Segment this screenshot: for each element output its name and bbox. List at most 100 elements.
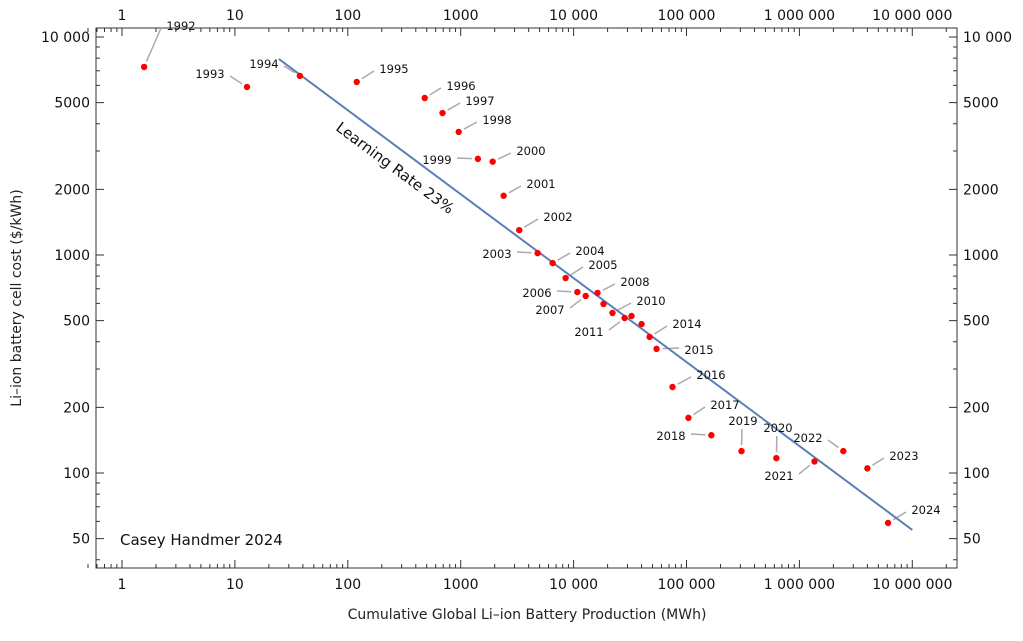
year-label-2024: 2024 [911,503,940,517]
leader-line-2011 [608,321,621,331]
year-label-2017: 2017 [710,398,739,412]
leader-line-1992 [145,27,162,62]
label-leaders [145,27,907,521]
data-point-2018 [708,432,715,439]
year-label-1995: 1995 [379,62,408,76]
y-tick-label-right: 10 000 [963,30,1012,46]
x-tick-label: 100 [334,577,361,593]
leader-line-2003 [516,251,532,254]
x-tick-label-top: 1 000 000 [764,8,835,24]
y-tick-label: 1000 [54,248,90,264]
data-point-2007 [582,292,589,300]
leader-line-1994 [283,65,296,74]
data-point-1995 [353,78,360,86]
leader-line-2008 [602,283,616,291]
year-label-2016: 2016 [696,368,725,382]
leader-line-2010 [617,302,632,311]
leader-line-1993 [229,75,243,85]
y-tick-label-right: 2000 [963,182,999,198]
leader-line-2002 [524,218,539,228]
leader-line-2024 [892,511,907,521]
data-point-2021 [811,458,818,465]
year-label-2018: 2018 [656,429,685,443]
data-point-2002 [516,226,523,234]
leader-line-2007 [569,298,582,309]
year-label-2007: 2007 [535,303,564,317]
year-label-2006: 2006 [522,286,551,300]
data-point-1999 [474,155,482,163]
y-tick-label-right: 50 [963,532,981,548]
trend-line-label: Learning Rate 23% [332,118,457,217]
leader-line-2005 [570,266,584,276]
data-points [140,63,892,527]
data-point-2009 [600,300,607,308]
y-tick-label-right: 200 [963,400,990,416]
x-tick-label-top: 10 000 000 [872,8,952,24]
data-point-1997 [439,109,446,117]
leader-line-2000 [497,152,512,160]
y-tick-label: 5000 [54,96,90,112]
year-label-2010: 2010 [636,294,665,308]
x-tick-label-top: 10 000 [549,8,598,24]
data-point-2023 [864,465,871,472]
x-tick-label: 1 000 000 [764,577,835,593]
data-point-2008 [594,289,601,297]
leader-line-1998 [463,121,478,130]
leader-line-2018 [690,433,706,436]
x-tick-label: 1000 [443,577,479,593]
year-label-1999: 1999 [422,153,451,167]
leader-line-1995 [361,70,375,80]
data-point-2004 [549,259,556,267]
data-point-2000 [489,158,496,165]
data-point-2011 [621,314,628,322]
leader-line-2016 [677,376,692,385]
y-tick-label-right: 1000 [963,248,999,264]
x-tick-label: 10 000 000 [872,577,952,593]
data-point-2020 [773,454,780,462]
data-point-2016 [669,383,676,391]
data-point-1994 [296,72,304,80]
year-label-2021: 2021 [764,469,793,483]
data-point-2010 [609,309,616,317]
data-point-2003 [534,249,541,257]
y-tick-label-right: 100 [963,466,990,482]
x-tick-label: 1 [118,577,127,593]
year-label-1998: 1998 [482,113,511,127]
y-tick-label: 10 000 [41,30,90,46]
leader-line-2004 [557,252,571,261]
leader-line-2014 [654,325,668,335]
data-point-2015 [653,345,660,353]
year-label-2022: 2022 [793,431,822,445]
data-point-1992 [140,63,148,71]
year-label-1992: 1992 [166,19,195,33]
year-label-2005: 2005 [588,258,617,272]
leader-line-2017 [693,406,706,416]
data-point-2006 [574,288,581,296]
x-tick-label-top: 1000 [443,8,479,24]
plot-frame [95,27,958,569]
leader-line-2022 [827,439,839,449]
year-label-2020: 2020 [763,421,792,435]
data-point-2017 [685,414,692,422]
x-tick-label-top: 100 000 [658,8,716,24]
year-label-1997: 1997 [465,94,494,108]
x-axis-title: Cumulative Global Li–ion Battery Product… [348,607,707,623]
leader-line-1999 [456,157,472,160]
data-point-1996 [421,94,428,102]
year-label-2023: 2023 [889,449,918,463]
year-label-2008: 2008 [620,275,649,289]
year-label-2019: 2019 [728,414,757,428]
x-tick-label: 100 000 [658,577,716,593]
leader-line-2006 [556,290,572,293]
y-tick-label: 200 [63,400,90,416]
data-point-1998 [455,128,462,136]
data-point-2019 [738,447,745,455]
year-label-2011: 2011 [574,325,603,339]
year-label-2002: 2002 [543,210,572,224]
data-point-2001 [500,192,507,199]
x-tick-label-top: 10 [226,8,244,24]
data-point-2012 [628,312,635,320]
year-label-2003: 2003 [482,247,511,261]
